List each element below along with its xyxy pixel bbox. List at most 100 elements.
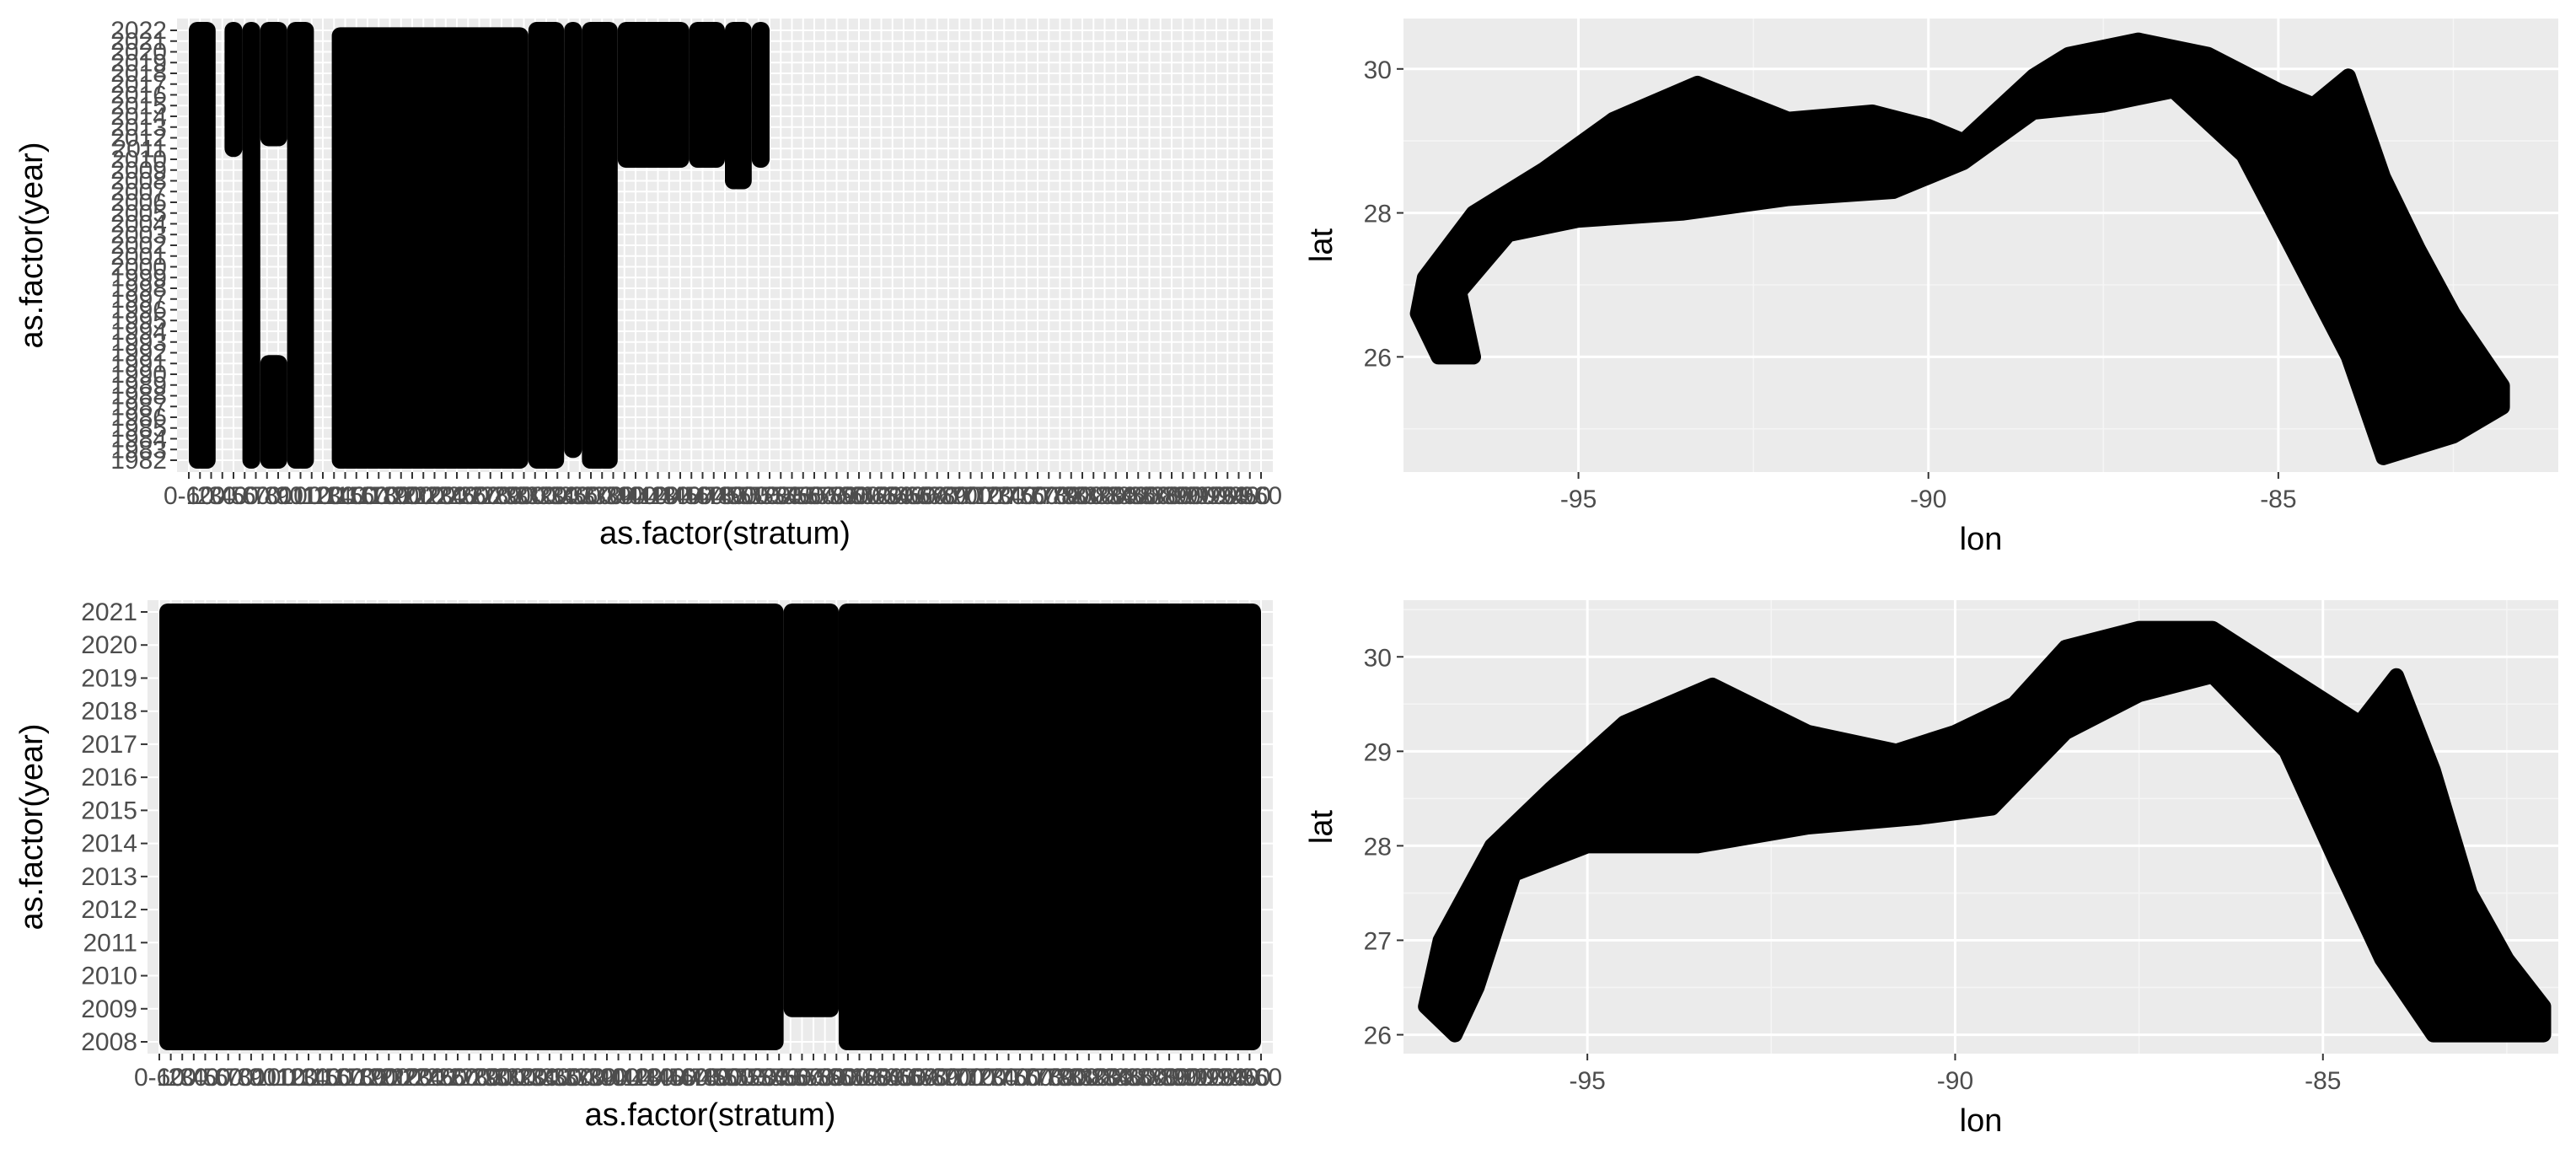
x-tick-label: -95 bbox=[1560, 486, 1597, 513]
y-tick-label: 2008 bbox=[110, 168, 167, 196]
y-tick-label: 2016 bbox=[110, 82, 167, 110]
y-axis-title: lat bbox=[1304, 228, 1339, 262]
x-tick-label: 140 bbox=[324, 482, 366, 510]
y-tick-label: 26 bbox=[1364, 1022, 1392, 1050]
x-tick-label: 180 bbox=[345, 1064, 387, 1092]
x-tick-label: -85 bbox=[2305, 1067, 2341, 1095]
x-tick-label: 310 bbox=[494, 1064, 536, 1092]
y-tick-label: 1982 bbox=[110, 447, 167, 475]
x-tick-label: 100 bbox=[253, 1064, 295, 1092]
x-tick-label: 390 bbox=[586, 1064, 628, 1092]
x-tick-label: 490 bbox=[700, 1064, 743, 1092]
y-tick-label: 2010 bbox=[110, 146, 167, 174]
y-tick-label: 2000 bbox=[110, 254, 167, 282]
x-tick-label: 80 bbox=[264, 482, 292, 510]
x-tick-label: 230 bbox=[425, 482, 467, 510]
x-tick-label: 190 bbox=[380, 482, 422, 510]
x-tick-label: 370 bbox=[581, 482, 623, 510]
y-tick-label: 2013 bbox=[81, 863, 137, 891]
x-tick-label: -90 bbox=[1937, 1067, 1973, 1095]
y-tick-label: 2015 bbox=[110, 92, 167, 120]
x-tick-label: 410 bbox=[609, 1064, 651, 1092]
x-tick-label: 960 bbox=[1240, 482, 1282, 510]
x-tick-label: 130 bbox=[287, 1064, 330, 1092]
x-tick-label: 720 bbox=[964, 1064, 1006, 1092]
x-tick-label: 590 bbox=[827, 482, 869, 510]
y-tick-label: 2016 bbox=[81, 764, 137, 791]
x-tick-label: 470 bbox=[678, 1064, 720, 1092]
x-tick-label: 620 bbox=[850, 1064, 892, 1092]
y-tick-label: 2014 bbox=[81, 830, 137, 858]
x-tick-label: 580 bbox=[804, 1064, 846, 1092]
x-tick-label: 270 bbox=[470, 482, 512, 510]
x-tick-label: 830 bbox=[1091, 1064, 1133, 1092]
point-block-0 bbox=[159, 604, 784, 1050]
x-tick-label: 540 bbox=[758, 1064, 800, 1092]
y-tick-label: 2021 bbox=[110, 28, 167, 56]
y-tick-label: 26 bbox=[1364, 344, 1392, 372]
y-tick-label: 1987 bbox=[110, 393, 167, 421]
x-tick-label: 380 bbox=[574, 1064, 616, 1092]
x-tick-label: 670 bbox=[916, 482, 958, 510]
x-tick-label: 560 bbox=[793, 482, 835, 510]
point-block-11 bbox=[689, 22, 725, 168]
x-tick-label: 790 bbox=[1045, 1064, 1087, 1092]
x-tick-label: 400 bbox=[598, 1064, 640, 1092]
x-tick-label: 420 bbox=[620, 1064, 663, 1092]
bottom-right-panel: -95 -90 -85 26 27 28 29 30 lon lat bbox=[1304, 600, 2558, 1139]
x-tick-label: 800 bbox=[1056, 1064, 1098, 1092]
y-tick-label: 1983 bbox=[110, 436, 167, 464]
x-tick-label: 570 bbox=[804, 482, 846, 510]
y-tick-label: 2017 bbox=[81, 731, 137, 759]
x-tick-label: 280 bbox=[459, 1064, 502, 1092]
x-tick-label: 130 bbox=[313, 482, 355, 510]
x-tick-label: 540 bbox=[770, 482, 813, 510]
x-tick-label: 220 bbox=[390, 1064, 432, 1092]
bottom-left-panel: 2008200920102011201220132014201520162017… bbox=[14, 598, 1282, 1133]
x-tick-label: 910 bbox=[1183, 1064, 1225, 1092]
x-tick-label: 930 bbox=[1205, 1064, 1248, 1092]
x-tick-label: 680 bbox=[927, 482, 969, 510]
x-tick-label: 770 bbox=[1022, 1064, 1064, 1092]
y-tick-label: 1991 bbox=[110, 350, 167, 378]
x-tick-label: 200 bbox=[368, 1064, 410, 1092]
x-tick-label: 520 bbox=[735, 1064, 777, 1092]
x-tick-label: 480 bbox=[689, 1064, 731, 1092]
y-tick-label: 1998 bbox=[110, 275, 167, 303]
y-axis-title: lat bbox=[1304, 809, 1339, 844]
x-tick-label: 640 bbox=[872, 1064, 915, 1092]
x-tick-label: 660 bbox=[904, 482, 947, 510]
x-tick-label: 30 bbox=[180, 1064, 207, 1092]
x-tick-label: 860 bbox=[1125, 1064, 1167, 1092]
x-tick-label: 760 bbox=[1017, 482, 1059, 510]
x-tick-label: 110 bbox=[266, 1064, 306, 1092]
x-tick-label: 270 bbox=[448, 1064, 491, 1092]
x-tick-label: 830 bbox=[1095, 482, 1137, 510]
y-axis-title: as.factor(year) bbox=[14, 142, 50, 349]
x-tick-label: 940 bbox=[1217, 1064, 1259, 1092]
x-tick-label: 560 bbox=[781, 1064, 823, 1092]
x-tick-label: 360 bbox=[570, 482, 612, 510]
x-tick-label: 30 bbox=[208, 482, 236, 510]
point-block-1 bbox=[224, 22, 243, 158]
x-tick-label: 810 bbox=[1068, 1064, 1110, 1092]
x-tick-label: 550 bbox=[782, 482, 824, 510]
x-tick-label: 730 bbox=[976, 1064, 1018, 1092]
y-tick-label: 2004 bbox=[110, 211, 167, 239]
x-tick-label: 220 bbox=[413, 482, 455, 510]
y-tick-label: 2012 bbox=[81, 896, 137, 924]
x-tick-label: 150 bbox=[310, 1064, 352, 1092]
x-axis-title: lon bbox=[1960, 1103, 2003, 1139]
x-tick-label: 610 bbox=[838, 1064, 880, 1092]
point-block-1 bbox=[783, 604, 839, 1017]
point-block-4 bbox=[260, 22, 287, 147]
y-tick-label: 2010 bbox=[81, 963, 137, 990]
y-tick-label: 29 bbox=[1364, 738, 1392, 766]
y-tick-label: 2005 bbox=[110, 200, 167, 228]
top-left-panel: 1982198319841985198619871988198919901991… bbox=[14, 17, 1282, 551]
x-tick-label: 530 bbox=[747, 1064, 789, 1092]
x-tick-label: 780 bbox=[1038, 482, 1081, 510]
x-tick-label: 910 bbox=[1184, 482, 1226, 510]
x-tick-label: 710 bbox=[961, 482, 1003, 510]
x-tick-label: 290 bbox=[491, 482, 534, 510]
